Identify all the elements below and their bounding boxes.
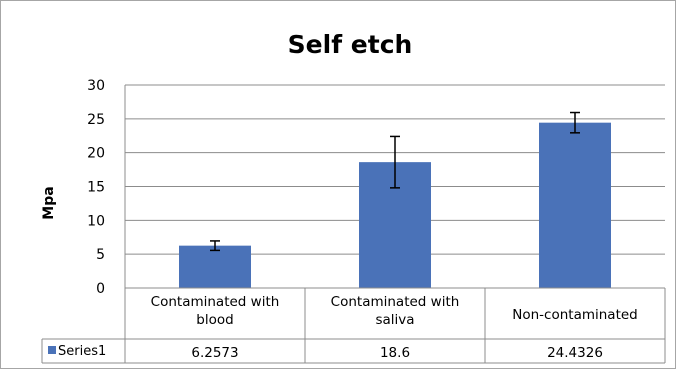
data-label: 6.2573 [191,345,238,361]
y-axis-label: Mpa [41,186,57,219]
bar [179,245,251,288]
y-tick-label: 20 [87,146,105,162]
y-tick-label: 0 [96,281,105,297]
category-label: Contaminated with [331,294,460,310]
category-label: blood [196,312,233,328]
y-tick-label: 15 [87,180,105,196]
y-tick-label: 30 [87,78,105,94]
category-label: saliva [375,312,414,328]
chart-title: Self etch [288,30,413,59]
y-tick-label: 5 [96,247,105,263]
y-tick-label: 25 [87,112,105,128]
category-label: Non-contaminated [512,307,638,323]
data-label: 24.4326 [547,345,603,361]
category-label: Contaminated with [151,294,280,310]
bar [539,122,611,289]
y-tick-label: 10 [87,213,105,229]
legend-label: Series1 [58,344,106,359]
legend-swatch [48,346,56,354]
data-label: 18.6 [380,345,410,361]
